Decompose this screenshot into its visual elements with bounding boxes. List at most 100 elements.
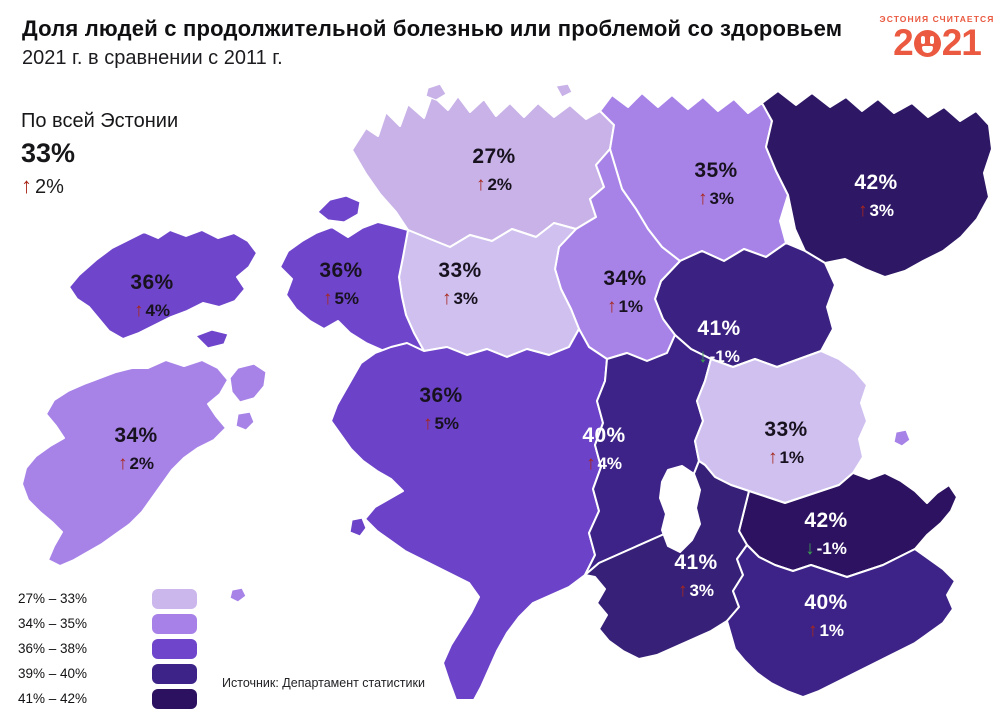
label-tartumaa: 33% ↑ 1% <box>764 417 807 472</box>
region-value: 33% <box>438 259 482 282</box>
region-value: 40% <box>582 424 626 447</box>
island-muhu <box>229 363 267 403</box>
legend-swatch <box>152 588 197 609</box>
trend-arrow-icon: ↑ <box>767 447 778 468</box>
source-note: Источник: Департамент статистики <box>222 676 425 690</box>
logo-year: 2 21 <box>878 22 996 63</box>
region-vorumaa <box>726 544 956 698</box>
change-value: -1% <box>816 539 847 558</box>
change-value: 4% <box>145 301 171 320</box>
region-change: ↑ 1% <box>764 443 807 472</box>
region-value: 33% <box>764 418 808 441</box>
region-change: ↑ 3% <box>674 576 717 605</box>
region-change: ↑ 2% <box>114 449 157 478</box>
label-viljandimaa: 40% ↑ 4% <box>582 423 625 478</box>
label-raplamaa: 33% ↑ 3% <box>438 258 481 313</box>
legend-label: 36% – 38% <box>18 641 88 656</box>
trend-arrow-icon: ↓ <box>698 346 708 367</box>
region-laanemaa <box>279 221 425 352</box>
trend-arrow-icon: ↑ <box>857 200 868 221</box>
label-valgamaa: 41% ↑ 3% <box>674 550 717 605</box>
island-piirissaar <box>893 429 911 447</box>
legend-row: 41% – 42% <box>18 686 197 711</box>
region-change: ↑ 1% <box>603 292 646 321</box>
legend-row: 36% – 38% <box>18 636 197 661</box>
legend-label: 39% – 40% <box>18 666 88 681</box>
region-value: 41% <box>697 317 741 340</box>
island-naissaar <box>425 83 447 101</box>
region-change: ↑ 3% <box>854 196 897 225</box>
island-kihnu <box>349 517 367 537</box>
region-value: 27% <box>472 145 516 168</box>
lake-vortsjarv <box>659 465 701 553</box>
trend-arrow-icon: ↑ <box>322 288 333 309</box>
label-ida-virumaa: 42% ↑ 3% <box>854 170 897 225</box>
trend-arrow-icon: ↑ <box>807 620 818 641</box>
region-hiiumaa <box>68 229 258 340</box>
label-laanemaa: 36% ↑ 5% <box>319 258 362 313</box>
region-change: ↑ 3% <box>438 284 481 313</box>
trend-arrow-icon: ↑ <box>697 188 708 209</box>
trend-arrow-icon: ↑ <box>606 296 617 317</box>
legend-label: 41% – 42% <box>18 691 88 706</box>
label-harjumaa: 27% ↑ 2% <box>472 144 515 199</box>
legend-row: 39% – 40% <box>18 661 197 686</box>
region-value: 34% <box>114 424 158 447</box>
island-ruhnu <box>229 587 247 603</box>
region-value: 36% <box>319 259 363 282</box>
region-change: ↑ 4% <box>130 296 173 325</box>
region-value: 40% <box>804 591 848 614</box>
trend-up-arrow-icon: ↑ <box>21 173 32 198</box>
region-parnumaa <box>330 328 608 701</box>
legend-row: 34% – 35% <box>18 611 197 636</box>
trend-arrow-icon: ↑ <box>117 453 128 474</box>
island-prangli <box>555 83 573 98</box>
label-polvamaa: 42% ↓ -1% <box>804 508 847 563</box>
logo-digits: 21 <box>941 22 982 63</box>
smiley-face-icon <box>913 29 941 57</box>
label-parnumaa: 36% ↑ 5% <box>419 383 462 438</box>
region-change: ↓ -1% <box>697 342 740 371</box>
region-change: ↑ 5% <box>419 409 462 438</box>
change-value: 3% <box>689 581 715 600</box>
label-jogevamaa: 41% ↓ -1% <box>697 316 740 371</box>
legend-label: 27% – 33% <box>18 591 88 606</box>
trend-arrow-icon: ↓ <box>805 538 815 559</box>
label-laane-virumaa: 35% ↑ 3% <box>694 158 737 213</box>
region-value: 42% <box>804 509 848 532</box>
region-saaremaa <box>21 359 229 567</box>
national-summary: По всей Эстонии 33% ↑ 2% <box>21 110 178 199</box>
legend-row: 27% – 33% <box>18 586 197 611</box>
island-small-saare <box>235 411 255 431</box>
region-change: ↑ 1% <box>804 616 847 645</box>
logo-digit: 2 <box>893 22 914 63</box>
region-raplamaa <box>398 222 580 358</box>
legend-swatch <box>152 688 197 709</box>
change-value: 4% <box>597 454 623 473</box>
region-change: ↓ -1% <box>804 534 847 563</box>
island-kassari <box>195 329 229 349</box>
region-value: 34% <box>603 267 647 290</box>
national-summary-label: По всей Эстонии <box>21 110 179 132</box>
trend-arrow-icon: ↑ <box>422 413 433 434</box>
page-subtitle: 2021 г. в сравнении с 2011 г. <box>22 47 283 69</box>
census-2021-logo: ЭСТОНИЯ СЧИТАЕТСЯ 2 21 <box>878 14 996 63</box>
change-value: 3% <box>869 201 895 220</box>
national-change-value: 2% <box>35 176 64 198</box>
legend-swatch <box>152 638 197 659</box>
legend-swatch <box>152 663 197 684</box>
label-jarvamaa: 34% ↑ 1% <box>603 266 646 321</box>
page-title: Доля людей с продолжительной болезнью ил… <box>22 16 843 41</box>
region-change: ↑ 3% <box>694 184 737 213</box>
region-value: 35% <box>694 159 738 182</box>
legend-swatch <box>152 613 197 634</box>
legend: 27% – 33% 34% – 35% 36% – 38% 39% – 40% … <box>18 586 197 711</box>
national-value: 33% <box>21 138 76 168</box>
trend-arrow-icon: ↑ <box>677 580 688 601</box>
region-value: 36% <box>130 271 174 294</box>
change-value: 5% <box>434 414 460 433</box>
change-value: 2% <box>487 175 513 194</box>
label-hiiumaa: 36% ↑ 4% <box>130 270 173 325</box>
region-value: 42% <box>854 171 898 194</box>
